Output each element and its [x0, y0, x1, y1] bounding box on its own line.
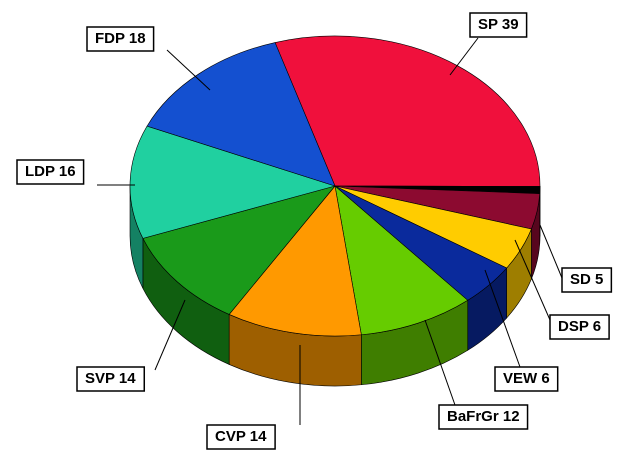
pie-tops — [129, 35, 541, 337]
pie-slice — [146, 42, 336, 187]
slice-value: 16 — [59, 163, 76, 180]
slice-value: 6 — [541, 370, 549, 387]
slice-label: DSP 6 — [558, 318, 601, 335]
pie-sides — [129, 185, 541, 387]
slice-name: BaFrGr — [447, 408, 499, 425]
slice-label: VEW 6 — [503, 370, 550, 387]
slice-name: SVP — [85, 370, 115, 387]
slice-value: 6 — [593, 318, 601, 335]
slice-name: SD — [570, 271, 591, 288]
slice-name: VEW — [503, 370, 538, 387]
slice-label: BaFrGr 12 — [447, 408, 520, 425]
leader-line — [424, 319, 456, 406]
slice-label: CVP 14 — [215, 428, 267, 445]
leader-line — [166, 49, 211, 91]
slice-label: LDP 16 — [25, 163, 76, 180]
label-box — [86, 26, 155, 52]
leader-line — [154, 299, 186, 371]
slice-name: SP — [478, 16, 498, 33]
pie-slice — [228, 185, 362, 337]
slice-name: LDP — [25, 163, 55, 180]
label-box — [76, 366, 146, 392]
label-box — [561, 267, 613, 293]
leader-line — [514, 239, 551, 321]
slice-name: DSP — [558, 318, 589, 335]
slice-name: FDP — [95, 30, 125, 47]
label-box — [549, 314, 610, 340]
slice-label: SP 39 — [478, 16, 519, 33]
slice-value: 39 — [502, 16, 519, 33]
label-box — [494, 366, 559, 392]
slice-value: 5 — [595, 271, 603, 288]
slice-value: 14 — [250, 428, 267, 445]
label-box — [469, 12, 528, 38]
pie-slice — [129, 125, 337, 239]
slice-name: CVP — [215, 428, 246, 445]
label-box — [16, 159, 85, 185]
pie-slice — [334, 185, 469, 336]
leader-line — [539, 224, 563, 279]
pie-slice — [142, 185, 336, 315]
label-box — [438, 404, 529, 430]
slice-value: 12 — [503, 408, 520, 425]
slice-value: 18 — [129, 30, 146, 47]
slice-label: FDP 18 — [95, 30, 146, 47]
leader-line — [449, 37, 479, 76]
slice-label: SVP 14 — [85, 370, 136, 387]
leader-line — [484, 269, 521, 368]
label-box — [206, 424, 276, 450]
slice-value: 14 — [119, 370, 136, 387]
slice-label: SD 5 — [570, 271, 603, 288]
